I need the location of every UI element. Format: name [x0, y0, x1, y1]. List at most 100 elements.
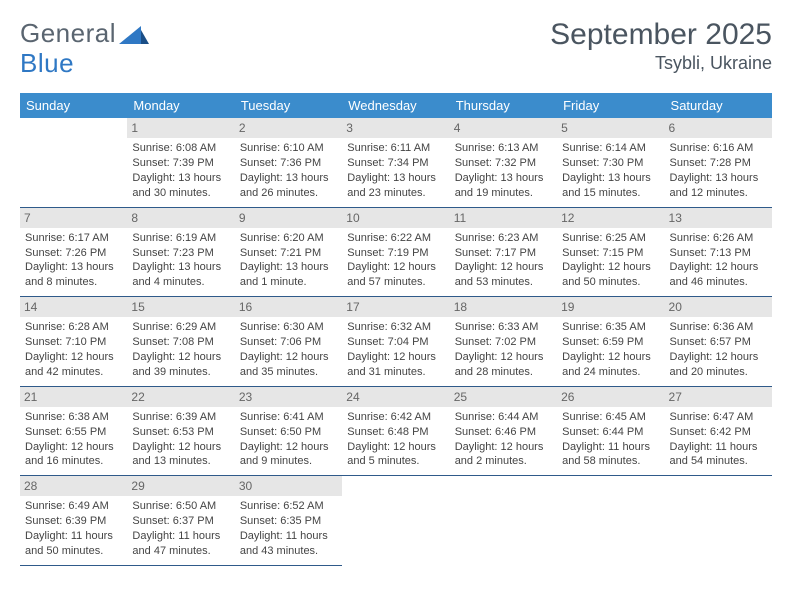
- sunrise-line: Sunrise: 6:19 AM: [132, 231, 229, 246]
- calendar-cell: 15 Sunrise: 6:29 AMSunset: 7:08 PMDayligh…: [127, 297, 234, 387]
- day-number: 8: [127, 208, 234, 228]
- sunset-line: Sunset: 7:26 PM: [25, 246, 122, 261]
- calendar-week: 14Sunrise: 6:28 AMSunset: 7:10 PMDayligh…: [20, 297, 772, 387]
- calendar-cell: 8 Sunrise: 6:19 AMSunset: 7:23 PMDaylight…: [127, 207, 234, 297]
- calendar-cell: 2Sunrise: 6:10 AMSunset: 7:36 PMDaylight…: [235, 118, 342, 207]
- brand-part2: Blue: [20, 48, 74, 79]
- day-number: 29: [127, 476, 234, 496]
- daylight-line: Daylight: 12 hours and 42 minutes.: [25, 350, 122, 380]
- daylight-line: Daylight: 12 hours and 9 minutes.: [240, 440, 337, 470]
- day-number: 21: [20, 387, 127, 407]
- sunrise-line: Sunrise: 6:32 AM: [347, 320, 444, 335]
- day-number: 1: [127, 118, 234, 138]
- sunset-line: Sunset: 6:46 PM: [455, 425, 552, 440]
- day-header-row: SundayMondayTuesdayWednesdayThursdayFrid…: [20, 93, 772, 118]
- daylight-line: Daylight: 13 hours and 23 minutes.: [347, 171, 444, 201]
- day-number: 22: [127, 387, 234, 407]
- day-number: 15: [127, 297, 234, 317]
- calendar-cell: 10 Sunrise: 6:22 AMSunset: 7:19 PMDayligh…: [342, 207, 449, 297]
- calendar-body: 1Sunrise: 6:08 AMSunset: 7:39 PMDaylight…: [20, 118, 772, 565]
- sunrise-line: Sunrise: 6:33 AM: [455, 320, 552, 335]
- daylight-line: Daylight: 12 hours and 57 minutes.: [347, 260, 444, 290]
- calendar-cell: 28Sunrise: 6:49 AMSunset: 6:39 PMDayligh…: [20, 476, 127, 566]
- sunrise-line: Sunrise: 6:17 AM: [25, 231, 122, 246]
- calendar-cell: 23Sunrise: 6:41 AMSunset: 6:50 PMDayligh…: [235, 386, 342, 476]
- calendar-cell: 7Sunrise: 6:17 AMSunset: 7:26 PMDaylight…: [20, 207, 127, 297]
- sunset-line: Sunset: 7:15 PM: [562, 246, 659, 261]
- sunrise-line: Sunrise: 6:25 AM: [562, 231, 659, 246]
- sunset-line: Sunset: 6:42 PM: [670, 425, 767, 440]
- daylight-line: Daylight: 11 hours and 58 minutes.: [562, 440, 659, 470]
- sunset-line: Sunset: 7:32 PM: [455, 156, 552, 171]
- calendar-week: 21Sunrise: 6:38 AMSunset: 6:55 PMDayligh…: [20, 386, 772, 476]
- sunset-line: Sunset: 7:23 PM: [132, 246, 229, 261]
- daylight-line: Daylight: 13 hours and 15 minutes.: [562, 171, 659, 201]
- sunrise-line: Sunrise: 6:47 AM: [670, 410, 767, 425]
- calendar-cell: 21Sunrise: 6:38 AMSunset: 6:55 PMDayligh…: [20, 386, 127, 476]
- daylight-line: Daylight: 13 hours and 4 minutes.: [132, 260, 229, 290]
- day-number: 27: [665, 387, 772, 407]
- brand-part1: General: [20, 18, 116, 49]
- sunset-line: Sunset: 7:06 PM: [240, 335, 337, 350]
- daylight-line: Daylight: 12 hours and 24 minutes.: [562, 350, 659, 380]
- calendar-cell: 26Sunrise: 6:45 AMSunset: 6:44 PMDayligh…: [557, 386, 664, 476]
- day-number: 4: [450, 118, 557, 138]
- sunrise-line: Sunrise: 6:45 AM: [562, 410, 659, 425]
- sunrise-line: Sunrise: 6:50 AM: [132, 499, 229, 514]
- calendar-cell: 5Sunrise: 6:14 AMSunset: 7:30 PMDaylight…: [557, 118, 664, 207]
- sunset-line: Sunset: 6:55 PM: [25, 425, 122, 440]
- sunrise-line: Sunrise: 6:13 AM: [455, 141, 552, 156]
- sunrise-line: Sunrise: 6:28 AM: [25, 320, 122, 335]
- day-number: 11: [450, 208, 557, 228]
- day-number: 10: [342, 208, 449, 228]
- calendar-cell: [342, 476, 449, 566]
- day-number: 20: [665, 297, 772, 317]
- sunrise-line: Sunrise: 6:29 AM: [132, 320, 229, 335]
- sunset-line: Sunset: 7:08 PM: [132, 335, 229, 350]
- calendar-week: 7Sunrise: 6:17 AMSunset: 7:26 PMDaylight…: [20, 207, 772, 297]
- calendar-cell: 29 Sunrise: 6:50 AMSunset: 6:37 PMDayligh…: [127, 476, 234, 566]
- day-number: 5: [557, 118, 664, 138]
- location-label: Tsybli, Ukraine: [550, 53, 772, 74]
- sunset-line: Sunset: 6:37 PM: [132, 514, 229, 529]
- calendar-cell: [665, 476, 772, 566]
- sunset-line: Sunset: 7:13 PM: [670, 246, 767, 261]
- day-number: 6: [665, 118, 772, 138]
- calendar-cell: 27 Sunrise: 6:47 AMSunset: 6:42 PMDayligh…: [665, 386, 772, 476]
- calendar-cell: 18Sunrise: 6:33 AMSunset: 7:02 PMDayligh…: [450, 297, 557, 387]
- day-number: 25: [450, 387, 557, 407]
- daylight-line: Daylight: 13 hours and 19 minutes.: [455, 171, 552, 201]
- sunrise-line: Sunrise: 6:22 AM: [347, 231, 444, 246]
- brand-logo: General: [20, 18, 149, 49]
- day-number: 28: [20, 476, 127, 496]
- calendar-cell: [557, 476, 664, 566]
- sunrise-line: Sunrise: 6:08 AM: [132, 141, 229, 156]
- daylight-line: Daylight: 13 hours and 8 minutes.: [25, 260, 122, 290]
- calendar-cell: [20, 118, 127, 207]
- calendar-cell: 13Sunrise: 6:26 AMSunset: 7:13 PMDayligh…: [665, 207, 772, 297]
- day-number: 16: [235, 297, 342, 317]
- calendar-head: SundayMondayTuesdayWednesdayThursdayFrid…: [20, 93, 772, 118]
- calendar-cell: 19Sunrise: 6:35 AMSunset: 6:59 PMDayligh…: [557, 297, 664, 387]
- sunset-line: Sunset: 6:59 PM: [562, 335, 659, 350]
- sunset-line: Sunset: 7:21 PM: [240, 246, 337, 261]
- day-header: Friday: [557, 93, 664, 118]
- day-header: Monday: [127, 93, 234, 118]
- sunset-line: Sunset: 6:35 PM: [240, 514, 337, 529]
- sunrise-line: Sunrise: 6:10 AM: [240, 141, 337, 156]
- daylight-line: Daylight: 12 hours and 35 minutes.: [240, 350, 337, 380]
- daylight-line: Daylight: 11 hours and 47 minutes.: [132, 529, 229, 559]
- daylight-line: Daylight: 12 hours and 39 minutes.: [132, 350, 229, 380]
- day-number: 9: [235, 208, 342, 228]
- sunset-line: Sunset: 6:44 PM: [562, 425, 659, 440]
- sunset-line: Sunset: 7:04 PM: [347, 335, 444, 350]
- calendar-cell: 11Sunrise: 6:23 AMSunset: 7:17 PMDayligh…: [450, 207, 557, 297]
- sunset-line: Sunset: 7:34 PM: [347, 156, 444, 171]
- calendar-cell: 16Sunrise: 6:30 AMSunset: 7:06 PMDayligh…: [235, 297, 342, 387]
- daylight-line: Daylight: 11 hours and 54 minutes.: [670, 440, 767, 470]
- day-header: Thursday: [450, 93, 557, 118]
- daylight-line: Daylight: 12 hours and 20 minutes.: [670, 350, 767, 380]
- sunset-line: Sunset: 6:53 PM: [132, 425, 229, 440]
- daylight-line: Daylight: 12 hours and 5 minutes.: [347, 440, 444, 470]
- sunset-line: Sunset: 7:19 PM: [347, 246, 444, 261]
